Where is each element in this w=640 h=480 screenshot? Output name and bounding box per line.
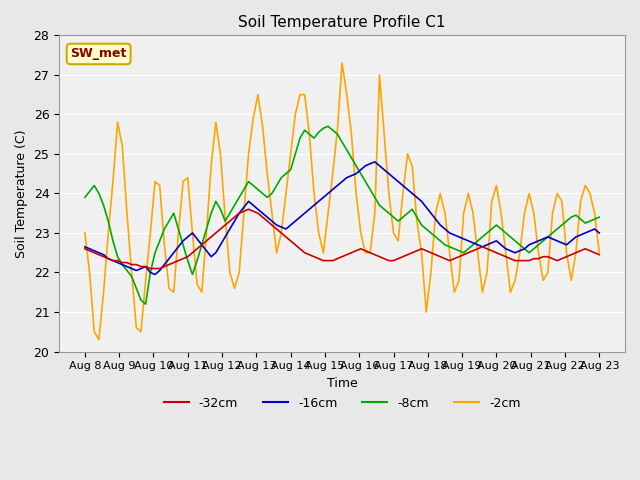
Text: SW_met: SW_met: [70, 48, 127, 60]
Legend: -32cm, -16cm, -8cm, -2cm: -32cm, -16cm, -8cm, -2cm: [159, 392, 525, 415]
X-axis label: Time: Time: [326, 377, 358, 390]
Title: Soil Temperature Profile C1: Soil Temperature Profile C1: [238, 15, 446, 30]
Y-axis label: Soil Temperature (C): Soil Temperature (C): [15, 129, 28, 258]
